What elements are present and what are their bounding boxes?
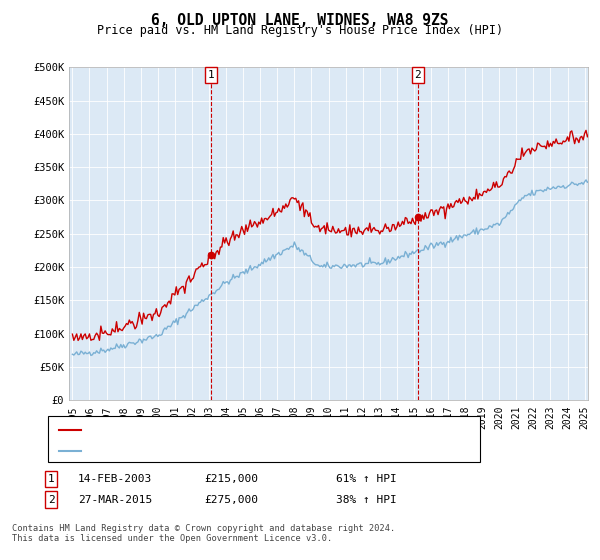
Text: Price paid vs. HM Land Registry's House Price Index (HPI): Price paid vs. HM Land Registry's House … (97, 24, 503, 37)
Text: 1: 1 (47, 474, 55, 484)
Text: £215,000: £215,000 (204, 474, 258, 484)
Text: 27-MAR-2015: 27-MAR-2015 (78, 494, 152, 505)
Text: 1: 1 (208, 70, 214, 80)
Text: 2: 2 (47, 494, 55, 505)
Text: Contains HM Land Registry data © Crown copyright and database right 2024.: Contains HM Land Registry data © Crown c… (12, 524, 395, 533)
Text: 61% ↑ HPI: 61% ↑ HPI (336, 474, 397, 484)
Text: 6, OLD UPTON LANE, WIDNES, WA8 9ZS: 6, OLD UPTON LANE, WIDNES, WA8 9ZS (151, 13, 449, 28)
Text: This data is licensed under the Open Government Licence v3.0.: This data is licensed under the Open Gov… (12, 534, 332, 543)
Text: 2: 2 (415, 70, 421, 80)
Text: HPI: Average price, detached house, Halton: HPI: Average price, detached house, Halt… (84, 446, 347, 455)
Text: 38% ↑ HPI: 38% ↑ HPI (336, 494, 397, 505)
Text: £275,000: £275,000 (204, 494, 258, 505)
Text: 6, OLD UPTON LANE, WIDNES, WA8 9ZS (detached house): 6, OLD UPTON LANE, WIDNES, WA8 9ZS (deta… (84, 425, 403, 435)
Text: 14-FEB-2003: 14-FEB-2003 (78, 474, 152, 484)
